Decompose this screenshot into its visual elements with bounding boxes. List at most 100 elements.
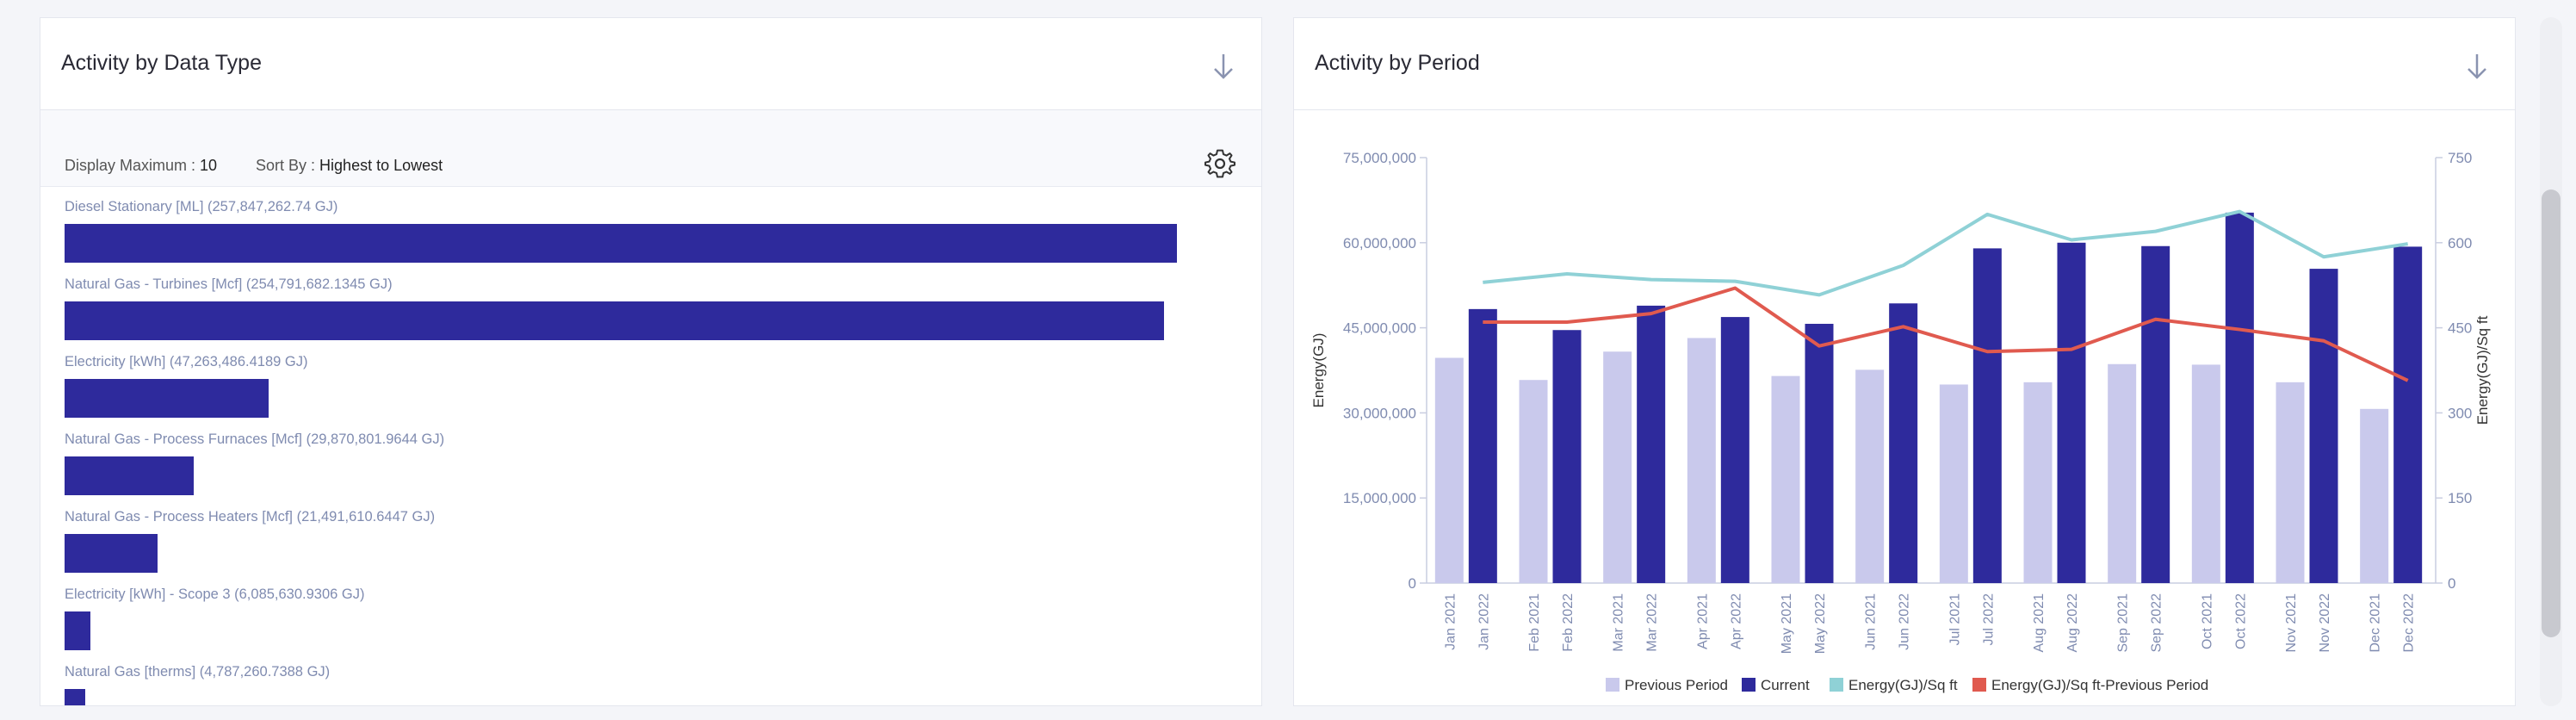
bar-row[interactable]: Natural Gas [therms] (4,787,260.7388 GJ) xyxy=(65,664,1218,705)
x-tick-label: Jun 2022 xyxy=(1898,593,1912,650)
x-tick-label: Mar 2021 xyxy=(1612,593,1626,652)
bar-row[interactable]: Electricity [kWh] (47,263,486.4189 GJ) xyxy=(65,354,1218,431)
legend-label[interactable]: Previous Period xyxy=(1625,677,1728,693)
previous-period-bar[interactable] xyxy=(2360,408,2389,583)
current-bar[interactable] xyxy=(1805,323,1834,583)
panel-header: Activity by Period xyxy=(1294,18,2515,110)
bar[interactable] xyxy=(65,689,85,705)
previous-period-bar[interactable] xyxy=(2023,382,2053,583)
bar-row[interactable]: Diesel Stationary [ML] (257,847,262.74 G… xyxy=(65,199,1218,276)
y2-tick-label: 150 xyxy=(2448,490,2472,506)
download-icon[interactable] xyxy=(1206,49,1241,84)
previous-period-bar[interactable] xyxy=(2191,364,2220,583)
activity-by-data-type-panel: Activity by Data Type Display Maximum : … xyxy=(40,17,1262,706)
x-tick-label: Sep 2022 xyxy=(2150,593,2164,653)
x-tick-label: Apr 2021 xyxy=(1695,593,1710,649)
x-tick-label: Dec 2022 xyxy=(2402,593,2417,653)
x-tick-label: Mar 2022 xyxy=(1645,593,1660,652)
current-bar[interactable] xyxy=(1552,330,1582,583)
bar-label: Diesel Stationary [ML] (257,847,262.74 G… xyxy=(65,199,338,214)
sort-by[interactable]: Sort By : Highest to Lowest xyxy=(256,157,443,175)
legend-label[interactable]: Energy(GJ)/Sq ft-Previous Period xyxy=(1991,677,2208,693)
previous-period-bar[interactable] xyxy=(1771,376,1800,583)
period-combo-chart: 0 0 15,000,000 150 30,000,000 300 45,000,000 45… xyxy=(1310,150,2491,693)
previous-period-bar[interactable] xyxy=(1855,369,1885,583)
x-tick-label: Jan 2022 xyxy=(1477,593,1491,650)
energy-per-sqft-line xyxy=(1483,209,2408,297)
previous-period-bar[interactable] xyxy=(1939,384,1968,583)
panel-title: Activity by Data Type xyxy=(61,51,262,75)
x-tick-label: May 2022 xyxy=(1813,593,1828,654)
current-bar[interactable] xyxy=(2057,242,2086,583)
scrollbar-thumb[interactable] xyxy=(2542,189,2561,637)
sort-by-label: Sort By : xyxy=(256,157,316,174)
display-maximum[interactable]: Display Maximum : 10 xyxy=(65,157,217,175)
y-tick-label: 75,000,000 xyxy=(1343,150,1416,166)
y-axis-title: Energy(GJ) xyxy=(1310,333,1327,408)
bar-row[interactable]: Natural Gas - Process Furnaces [Mcf] (29… xyxy=(65,431,1218,509)
bar-label: Natural Gas - Process Furnaces [Mcf] (29… xyxy=(65,431,445,447)
current-bar[interactable] xyxy=(2141,245,2170,583)
y2-axis-title: Energy(GJ)/Sq ft xyxy=(2474,315,2491,425)
display-maximum-label: Display Maximum : xyxy=(65,157,196,174)
legend-swatch xyxy=(1606,678,1619,692)
current-bar[interactable] xyxy=(1468,308,1497,583)
x-tick-label: Feb 2022 xyxy=(1561,593,1576,652)
gear-icon[interactable] xyxy=(1204,148,1235,179)
sort-by-value: Highest to Lowest xyxy=(319,157,443,174)
current-bar[interactable] xyxy=(2225,212,2254,583)
chart-toolbar: Display Maximum : 10 Sort By : Highest t… xyxy=(40,110,1261,187)
y2-tick-label: 600 xyxy=(2448,235,2472,251)
bar[interactable] xyxy=(65,456,194,495)
y-tick-label: 60,000,000 xyxy=(1343,235,1416,251)
x-tick-label: Nov 2021 xyxy=(2284,593,2299,653)
previous-period-bar[interactable] xyxy=(1434,357,1464,583)
y2-tick-label: 450 xyxy=(2448,320,2472,337)
previous-period-bar[interactable] xyxy=(1519,380,1548,583)
x-tick-label: Dec 2021 xyxy=(2369,593,2383,653)
current-bar[interactable] xyxy=(2393,246,2423,583)
current-bar[interactable] xyxy=(2309,269,2338,583)
bar-row[interactable]: Natural Gas - Process Heaters [Mcf] (21,… xyxy=(65,509,1218,587)
download-icon[interactable] xyxy=(2460,49,2494,84)
current-bar[interactable] xyxy=(1972,248,2002,583)
x-tick-label: May 2021 xyxy=(1780,593,1794,654)
previous-period-bar[interactable] xyxy=(1603,351,1632,583)
x-tick-label: Jul 2021 xyxy=(1947,593,1962,646)
current-bar[interactable] xyxy=(1637,305,1666,583)
x-tick-label: Aug 2022 xyxy=(2065,593,2080,653)
y2-tick-label: 750 xyxy=(2448,150,2472,166)
y-tick-label: 30,000,000 xyxy=(1343,405,1416,421)
current-bar[interactable] xyxy=(1720,317,1749,583)
bar-label: Natural Gas - Process Heaters [Mcf] (21,… xyxy=(65,509,436,524)
bar-label: Natural Gas - Turbines [Mcf] (254,791,68… xyxy=(65,276,393,292)
y2-tick-label: 0 xyxy=(2448,575,2455,592)
legend-label[interactable]: Current xyxy=(1761,677,1810,693)
energy-per-sqft-previous-line xyxy=(1483,286,2409,382)
previous-period-bar[interactable] xyxy=(2108,363,2137,583)
legend-swatch xyxy=(1830,678,1843,692)
x-tick-label: Sep 2021 xyxy=(2116,593,2131,653)
previous-period-bar[interactable] xyxy=(2276,382,2305,583)
x-tick-label: Nov 2022 xyxy=(2318,593,2332,653)
x-tick-label: Feb 2021 xyxy=(1527,593,1542,652)
bar[interactable] xyxy=(65,379,269,418)
y2-tick-label: 300 xyxy=(2448,405,2472,421)
bar[interactable] xyxy=(65,224,1177,263)
legend-label[interactable]: Energy(GJ)/Sq ft xyxy=(1848,677,1958,693)
display-maximum-value: 10 xyxy=(200,157,218,174)
x-tick-label: Jun 2021 xyxy=(1864,593,1879,650)
x-tick-label: Oct 2022 xyxy=(2233,593,2248,649)
x-tick-label: Aug 2021 xyxy=(2032,593,2047,653)
bar-row[interactable]: Natural Gas - Turbines [Mcf] (254,791,68… xyxy=(65,276,1218,354)
bar[interactable] xyxy=(65,611,91,650)
x-tick-label: Apr 2022 xyxy=(1729,593,1743,649)
previous-period-bar[interactable] xyxy=(1687,338,1716,583)
x-tick-label: Jul 2022 xyxy=(1981,593,1996,646)
bar[interactable] xyxy=(65,301,1164,340)
current-bar[interactable] xyxy=(1889,303,1918,583)
bar[interactable] xyxy=(65,534,158,573)
bar-row[interactable]: Electricity [kWh] - Scope 3 (6,085,630.9… xyxy=(65,587,1218,664)
vertical-scrollbar[interactable] xyxy=(2540,17,2562,706)
activity-by-period-panel: Activity by Period 0 0 15,000,000 150 30,000… xyxy=(1293,17,2516,706)
